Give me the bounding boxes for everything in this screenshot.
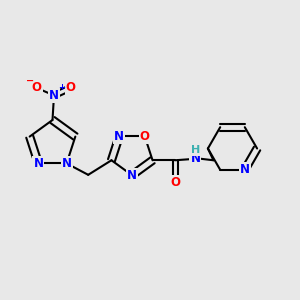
- Text: O: O: [65, 81, 76, 94]
- Text: N: N: [240, 163, 250, 176]
- Text: N: N: [49, 89, 59, 102]
- Text: O: O: [32, 81, 42, 94]
- Text: −: −: [26, 76, 34, 86]
- Text: O: O: [140, 130, 150, 142]
- Text: N: N: [33, 157, 43, 170]
- Text: +: +: [58, 83, 65, 92]
- Text: H: H: [191, 146, 200, 155]
- Text: N: N: [61, 157, 72, 170]
- Text: N: N: [114, 130, 124, 142]
- Text: N: N: [127, 169, 137, 182]
- Text: O: O: [170, 176, 180, 189]
- Text: N: N: [190, 152, 200, 165]
